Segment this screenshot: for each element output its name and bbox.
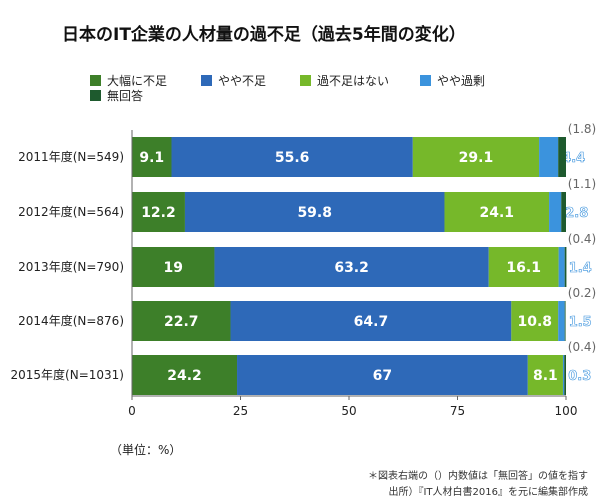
category-label: 2011年度(N=549) [18,149,124,164]
bar-segment-major-shortage [132,192,185,232]
bar-segment-major-shortage [132,301,231,341]
x-tick-label: 100 [555,404,578,418]
bar-segment-slight-shortage [230,301,512,341]
x-tick-label: 75 [450,404,465,418]
bar-segment-no-response [564,301,566,341]
data-label-slight-surplus: 1.5 [569,315,592,330]
bar-segment-balanced [444,192,550,232]
legend-item-slight-surplus: やや過剰 [420,72,485,89]
legend-swatch-no-response [90,90,101,101]
x-tick-label: 50 [341,404,356,418]
data-label-no-response: (1.8) [568,122,596,136]
x-tick-label: 25 [233,404,248,418]
data-label-balanced: 10.8 [517,314,552,330]
data-label-slight-shortage: 63.2 [334,260,369,276]
unit-label: （単位：%） [110,443,182,457]
data-label-no-response: (0.4) [568,340,596,354]
legend-label-slight-surplus: やや過剰 [437,74,486,88]
x-tick-label: 0 [128,404,136,418]
legend-item-major-shortage: 大幅に不足 [90,72,167,89]
category-label: 2012年度(N=564) [18,204,124,219]
bar-segment-slight-surplus [558,247,565,287]
bar-segment-slight-surplus [549,192,562,232]
bar-segment-slight-surplus [558,301,565,341]
category-label: 2014年度(N=876) [18,313,124,328]
data-label-major-shortage: 22.7 [164,314,199,330]
chart-legend: 大幅に不足 やや不足 過不足はない やや過剰 無回答 [0,0,600,110]
bar-segment-major-shortage [132,355,238,395]
bar-group: 2011年度(N=549) 9.1 55.6 29.1 4.4 (1.8) 2012年度(N… [11,122,596,395]
footnote-no-response: ＊図表右端の（）内数値は「無回答」の値を指す [368,471,588,482]
data-label-balanced: 24.1 [480,205,515,221]
data-label-balanced: 16.1 [506,260,541,276]
bar-segment-major-shortage [132,247,215,287]
bar-segment-balanced [527,355,563,395]
chart-title: 日本のIT企業の人材量の過不足（過去5年間の変化） [62,25,466,45]
category-label: 2013年度(N=790) [18,259,124,274]
data-label-no-response: (0.2) [568,286,596,300]
legend-swatch-slight-surplus [420,75,431,86]
bar-segment-no-response [558,137,566,177]
bar-segment-slight-shortage [184,192,445,232]
data-label-major-shortage: 19 [163,260,182,276]
data-label-slight-surplus: 0.3 [568,369,591,384]
legend-label-major-shortage: 大幅に不足 [107,74,168,88]
bar-segment-slight-surplus [539,137,559,177]
bar-segment-slight-shortage [214,247,489,287]
bar-segment-no-response [561,192,566,232]
data-label-slight-surplus: 1.4 [569,261,592,276]
legend-label-no-response: 無回答 [107,89,144,103]
data-label-slight-shortage: 64.7 [354,314,389,330]
bar-segment-slight-shortage [237,355,528,395]
data-label-major-shortage: 24.2 [167,368,202,384]
bar-segment-no-response [564,355,566,395]
data-label-balanced: 8.1 [533,368,558,384]
bar-segment-balanced [488,247,559,287]
data-label-slight-surplus: 4.4 [562,151,585,166]
legend-label-balanced: 過不足はない [317,74,390,88]
legend-swatch-slight-shortage [201,75,212,86]
data-label-slight-shortage: 59.8 [297,205,332,221]
legend-swatch-balanced [300,75,311,86]
data-label-no-response: (1.1) [568,177,596,191]
legend-item-balanced: 過不足はない [300,72,389,89]
legend-item-no-response: 無回答 [90,87,143,104]
data-label-slight-shortage: 67 [373,368,392,384]
legend-swatch-major-shortage [90,75,101,86]
data-label-major-shortage: 9.1 [139,150,164,166]
footnote-source: 出所）『IT人材白書2016』を元に編集部作成 [388,487,588,498]
bar-segment-slight-shortage [171,137,413,177]
bar-segment-slight-surplus [562,355,565,395]
data-label-no-response: (0.4) [568,232,596,246]
data-label-balanced: 29.1 [459,150,494,166]
bar-segment-major-shortage [132,137,172,177]
bar-segment-balanced [412,137,540,177]
data-label-slight-shortage: 55.6 [275,150,310,166]
data-label-major-shortage: 12.2 [141,205,176,221]
data-label-slight-surplus: 2.8 [565,206,588,221]
x-axis: 0 25 50 75 100 [128,130,577,418]
legend-item-slight-shortage: やや不足 [201,72,266,89]
legend-label-slight-shortage: やや不足 [218,74,267,88]
category-label: 2015年度(N=1031) [11,367,124,382]
bar-segment-no-response [564,247,567,287]
bar-segment-balanced [511,301,559,341]
